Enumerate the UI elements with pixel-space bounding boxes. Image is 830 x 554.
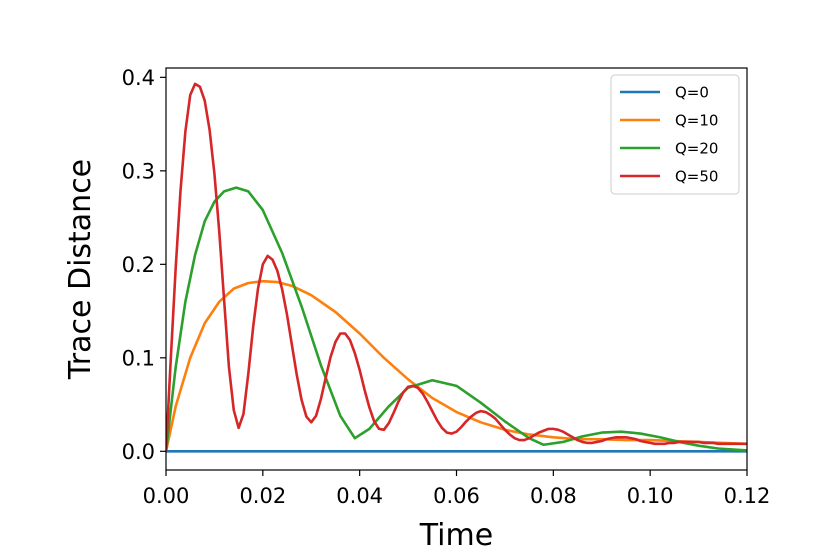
y-tick-label: 0.1	[122, 346, 155, 370]
x-axis-label: Time	[419, 518, 493, 553]
legend-label-1: Q=10	[675, 112, 718, 130]
x-tick-label: 0.00	[143, 484, 190, 508]
x-axis: 0.00 0.02 0.04 0.06 0.08 0.10 0.12	[143, 470, 771, 508]
legend-frame	[610, 74, 740, 195]
y-tick-label: 0.0	[122, 440, 155, 464]
y-tick-label: 0.4	[122, 66, 155, 90]
series-layer	[166, 82, 747, 453]
x-tick-label: 0.08	[530, 484, 577, 508]
legend-label-3: Q=50	[675, 168, 718, 186]
legend: Q=0 Q=10 Q=20 Q=50	[610, 74, 740, 195]
y-axis: 0.0 0.1 0.2 0.3 0.4	[122, 66, 166, 464]
series-line-2	[166, 186, 747, 452]
x-tick-label: 0.12	[724, 484, 771, 508]
legend-label-0: Q=0	[675, 84, 709, 102]
y-axis-label: Trace Distance	[63, 159, 98, 380]
x-tick-label: 0.06	[433, 484, 480, 508]
x-tick-label: 0.02	[239, 484, 286, 508]
x-tick-label: 0.04	[336, 484, 383, 508]
legend-label-2: Q=20	[675, 140, 718, 158]
y-tick-label: 0.3	[122, 159, 155, 183]
series-line-3	[166, 82, 747, 452]
y-tick-label: 0.2	[122, 253, 155, 277]
x-tick-label: 0.10	[627, 484, 674, 508]
